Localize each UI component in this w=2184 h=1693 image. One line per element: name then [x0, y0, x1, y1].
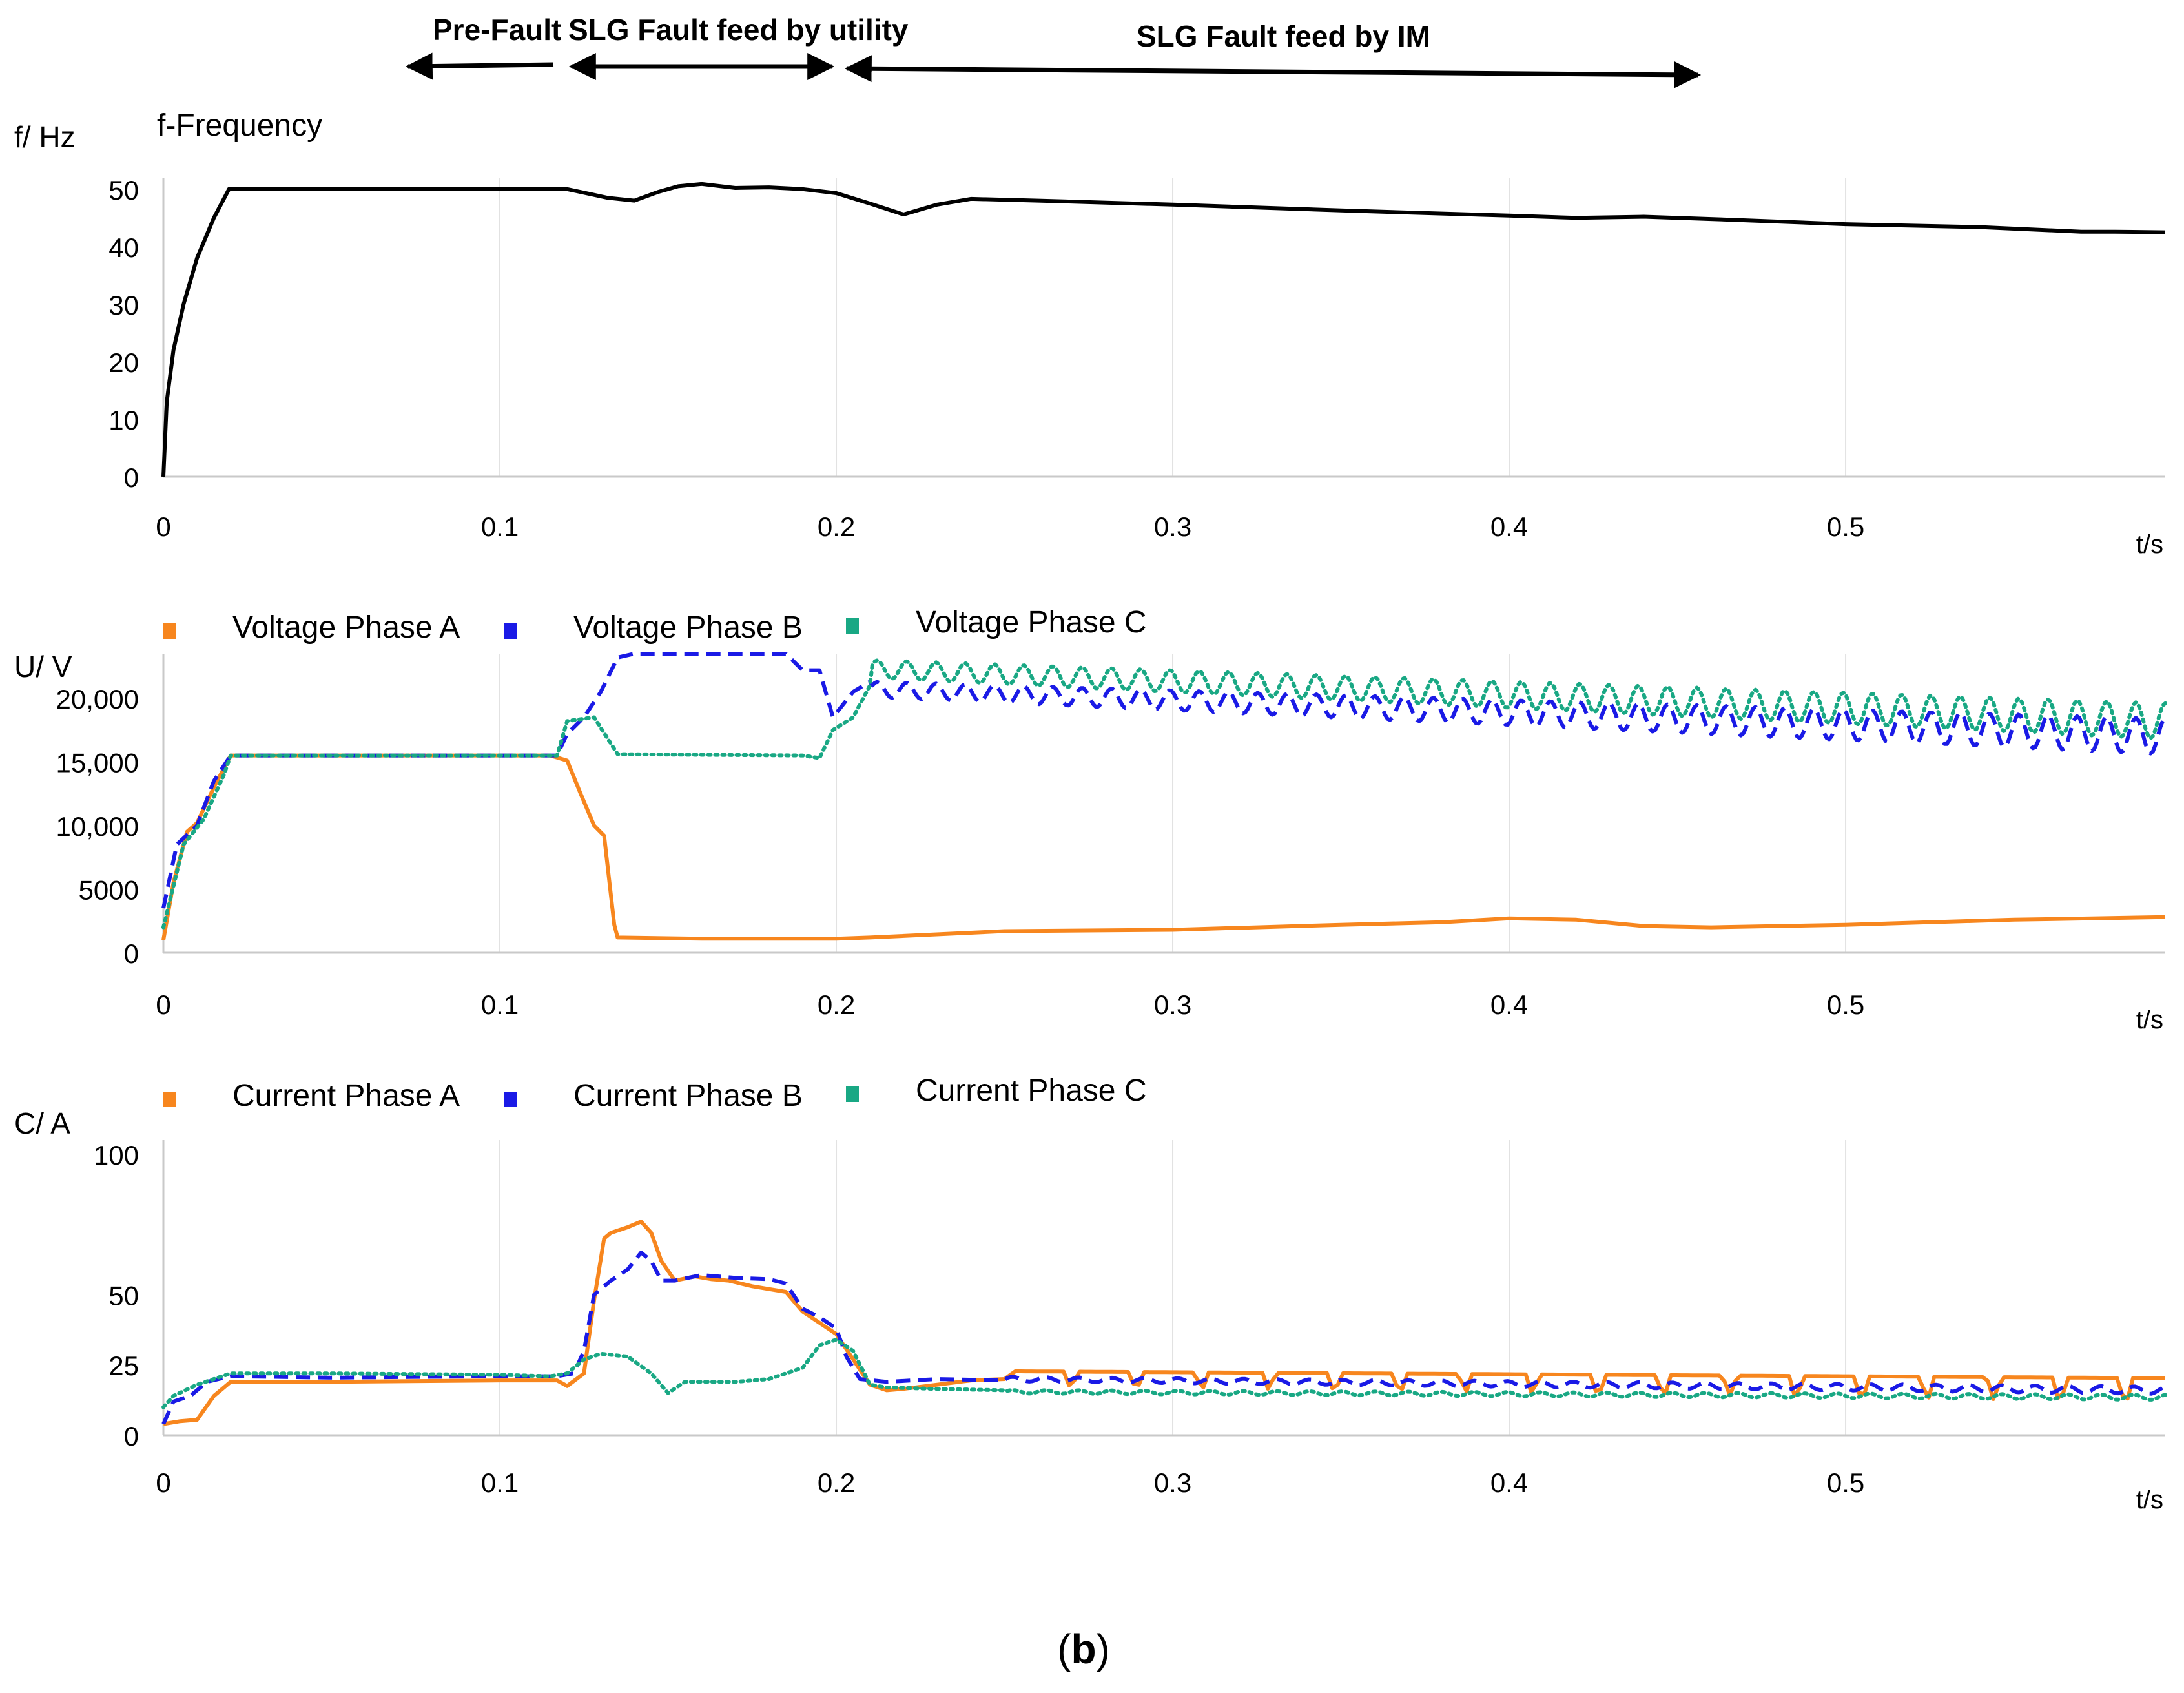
voltage-ytick-label: 10,000 — [56, 811, 139, 842]
current-legend-marker — [846, 1086, 859, 1102]
freq-x-axis-label: t/s — [2136, 530, 2163, 559]
freq-ytick-label: 40 — [108, 233, 139, 263]
freq-ytick-label: 30 — [108, 290, 139, 320]
caption-letter: b — [1071, 1626, 1096, 1672]
current-xtick-label: 0.2 — [818, 1468, 855, 1498]
annotation-fault-im: SLG Fault feed by IM — [844, 19, 1702, 88]
current-legend-marker — [504, 1092, 517, 1107]
current-ytick-label: 50 — [108, 1280, 139, 1311]
pre-fault-label: Pre-Fault — [433, 13, 561, 47]
charts: 0 10 20 30 40 50 0 0.1 0.2 0.3 0.4 0.5 t/s f/ Hz f-Fre… — [14, 109, 2167, 1514]
voltage-xtick-label: 0.3 — [1154, 990, 1191, 1020]
current-legend-label: Current Phase B — [573, 1079, 803, 1113]
voltage-xtick-label: 0.5 — [1827, 990, 1864, 1020]
current-xtick-label: 0.4 — [1490, 1468, 1528, 1498]
freq-xtick-label: 0.2 — [818, 512, 855, 542]
voltage-series-voltage-phase-c — [161, 658, 2167, 930]
fault-im-arrow — [844, 55, 1702, 88]
current-ytick-label: 25 — [108, 1351, 139, 1381]
voltage-xtick-label: 0.2 — [818, 990, 855, 1020]
current-legend-label: Current Phase C — [916, 1074, 1147, 1108]
fault-utility-label: SLG Fault feed by utility — [568, 13, 909, 47]
current-xtick-label: 0.5 — [1827, 1468, 1864, 1498]
caption-close: ) — [1097, 1626, 1110, 1672]
figure-caption: (b) — [1057, 1626, 1110, 1672]
voltage-ytick-label: 20,000 — [56, 684, 139, 714]
pre-fault-arrow — [405, 52, 554, 80]
freq-y-axis-label: f/ Hz — [14, 120, 76, 154]
voltage-legend-marker — [163, 623, 176, 639]
current-series-current-phase-c — [161, 1338, 2167, 1409]
voltage-ytick-label: 0 — [124, 939, 139, 969]
current-series-current-phase-a — [163, 1220, 2166, 1426]
current-xtick-label: 0.1 — [481, 1468, 519, 1498]
caption-open: ( — [1057, 1626, 1071, 1672]
voltage-series-voltage-phase-b — [161, 652, 2167, 909]
voltage-legend-label: Voltage Phase B — [573, 610, 803, 645]
voltage-legend-label: Voltage Phase C — [916, 605, 1147, 639]
current-legend-label: Current Phase A — [232, 1079, 460, 1113]
voltage-xtick-label: 0.1 — [481, 990, 519, 1020]
current-ytick-label: 100 — [94, 1140, 139, 1170]
current-xtick-label: 0 — [156, 1468, 170, 1498]
freq-ytick-label: 20 — [108, 348, 139, 378]
freq-series-f-frequency — [161, 182, 2166, 477]
voltage-xtick-label: 0 — [156, 990, 170, 1020]
voltage-legend-marker — [504, 623, 517, 639]
current-series-current-phase-b — [161, 1251, 2166, 1425]
freq-chart: 0 10 20 30 40 50 0 0.1 0.2 0.3 0.4 0.5 t/s f/ Hz f-Fre… — [14, 109, 2166, 559]
freq-title: f-Frequency — [157, 109, 322, 143]
current-xtick-label: 0.3 — [1154, 1468, 1191, 1498]
freq-ytick-label: 10 — [108, 405, 139, 435]
voltage-series-voltage-phase-a — [161, 753, 2166, 941]
freq-xtick-label: 0.5 — [1827, 512, 1864, 542]
voltage-chart: 0 5000 10,000 15,000 20,000 0 0.1 0.2 0.3 0.4 0.5 t… — [14, 605, 2167, 1034]
fault-im-label: SLG Fault feed by IM — [1137, 19, 1430, 53]
current-chart: 0 25 50 100 0 0.1 0.2 0.3 0.4 0.5 t/s C/ A Current P… — [14, 1074, 2167, 1514]
freq-ytick-label: 0 — [124, 462, 139, 493]
voltage-legend-label: Voltage Phase A — [232, 610, 460, 645]
current-x-axis-label: t/s — [2136, 1486, 2163, 1514]
voltage-legend-marker — [846, 618, 859, 634]
voltage-x-axis-label: t/s — [2136, 1006, 2163, 1034]
current-y-axis-label: C/ A — [14, 1106, 70, 1140]
annotation-pre-fault: Pre-Fault — [405, 13, 561, 80]
freq-xtick-label: 0.3 — [1154, 512, 1191, 542]
freq-xtick-label: 0.4 — [1490, 512, 1528, 542]
freq-ytick-label: 50 — [108, 175, 139, 205]
current-ytick-label: 0 — [124, 1421, 139, 1451]
voltage-xtick-label: 0.4 — [1490, 990, 1528, 1020]
freq-xtick-label: 0 — [156, 512, 170, 542]
annotation-fault-utility: SLG Fault feed by utility — [568, 13, 909, 80]
voltage-ytick-label: 15,000 — [56, 747, 139, 778]
freq-xtick-label: 0.1 — [481, 512, 519, 542]
voltage-ytick-label: 5000 — [79, 875, 139, 905]
voltage-y-axis-label: U/ V — [14, 650, 72, 683]
current-legend-marker — [163, 1092, 176, 1107]
